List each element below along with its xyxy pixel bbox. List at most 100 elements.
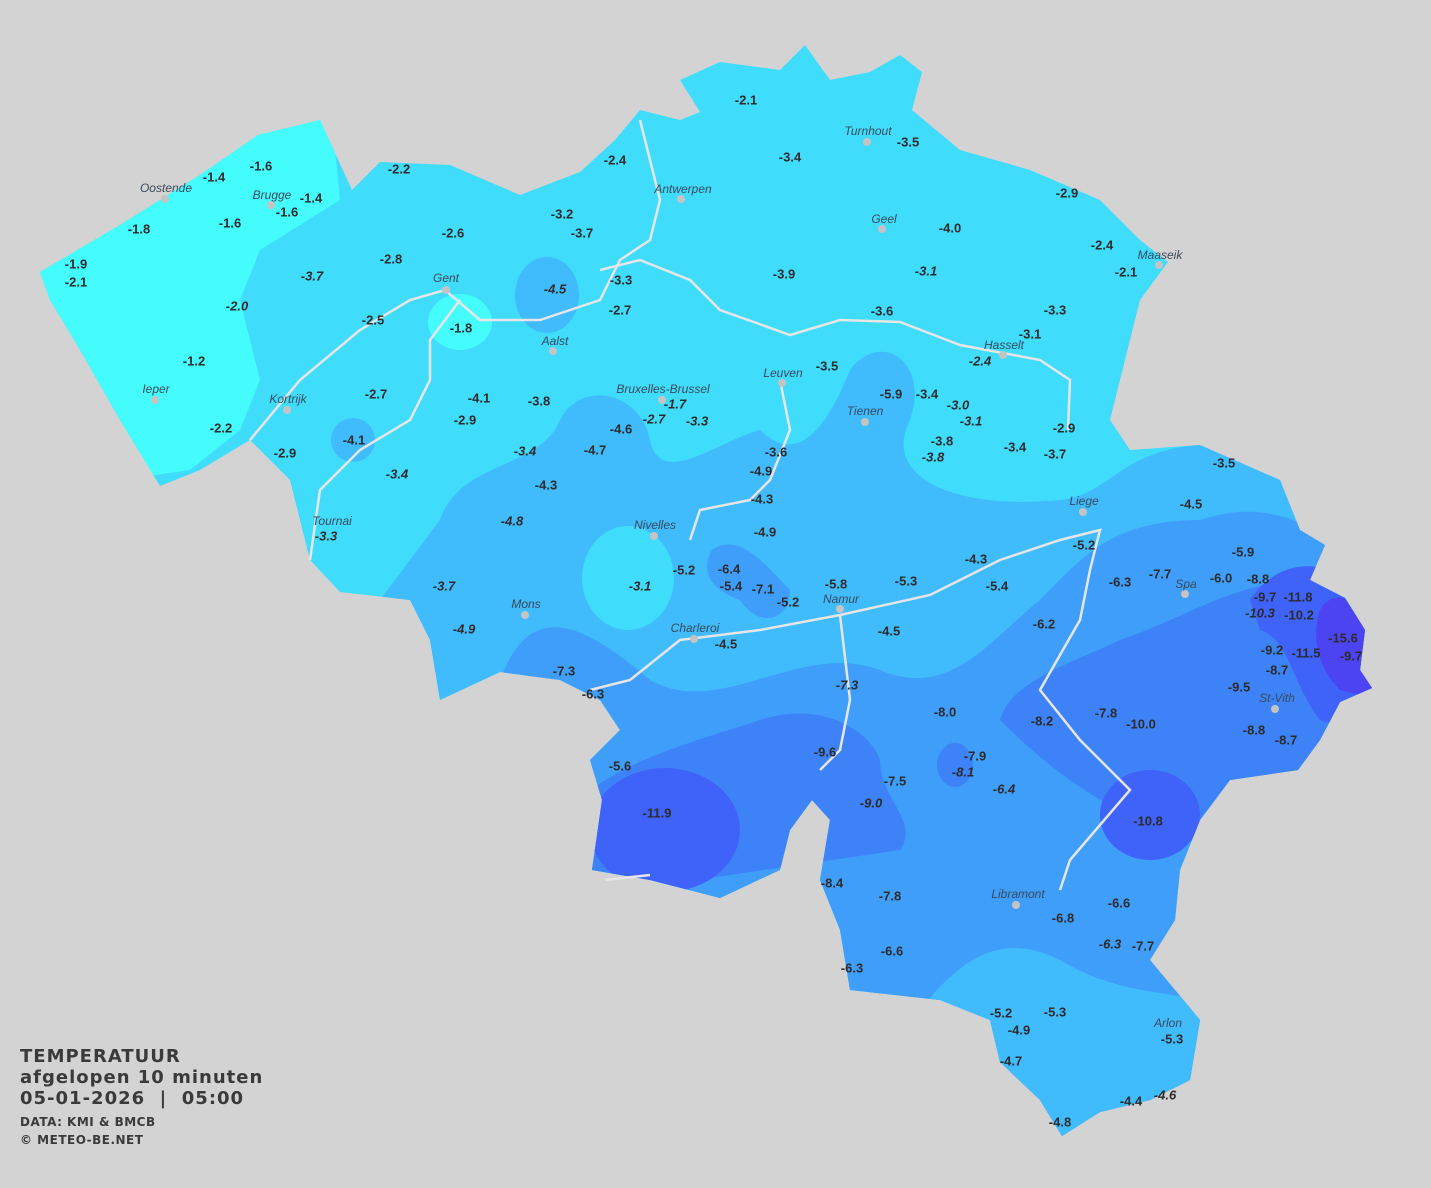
temperature-reading: -5.2 xyxy=(776,594,800,610)
temperature-reading: -2.1 xyxy=(734,92,758,108)
temperature-reading: -4.9 xyxy=(749,463,773,479)
temperature-reading: -9.7 xyxy=(1339,648,1363,664)
temperature-reading: -4.7 xyxy=(583,442,607,458)
temperature-reading: -8.8 xyxy=(1246,571,1270,587)
city-label: Oostende xyxy=(139,181,193,195)
temperature-reading: -9.7 xyxy=(1253,589,1277,605)
city-marker xyxy=(267,201,275,209)
city-marker xyxy=(1271,705,1279,713)
temperature-reading: -5.3 xyxy=(1043,1004,1067,1020)
temperature-reading: -3.1 xyxy=(914,263,938,279)
temperature-reading: -3.7 xyxy=(1043,446,1067,462)
temperature-reading: -5.9 xyxy=(1231,544,1255,560)
temperature-reading: -4.3 xyxy=(534,477,558,493)
temperature-reading: -3.8 xyxy=(921,449,945,465)
temperature-reading: -3.4 xyxy=(915,386,939,402)
temperature-reading: -4.6 xyxy=(1153,1087,1177,1103)
temperature-reading: -6.0 xyxy=(1209,570,1233,586)
band-minus2-cyan-gent xyxy=(428,294,492,350)
temperature-reading: -1.6 xyxy=(218,215,242,231)
temperature-reading: -3.2 xyxy=(550,206,574,222)
temperature-reading: -4.5 xyxy=(714,636,738,652)
temperature-reading: -2.5 xyxy=(361,312,385,328)
temperature-reading: -3.3 xyxy=(1043,302,1067,318)
temperature-reading: -5.4 xyxy=(985,578,1009,594)
temperature-reading: -2.2 xyxy=(387,161,411,177)
rivers xyxy=(249,119,1132,891)
legend-period: afgelopen 10 minuten xyxy=(20,1067,264,1088)
legend-copyright: © METEO-BE.NET xyxy=(20,1133,144,1147)
city-marker xyxy=(521,611,529,619)
temperature-reading: -2.4 xyxy=(603,152,627,168)
temperature-reading: -6.6 xyxy=(1107,895,1131,911)
temperature-reading: -11.8 xyxy=(1283,589,1313,605)
temperature-reading: -2.9 xyxy=(1055,185,1079,201)
temperature-reading: -10.0 xyxy=(1126,716,1156,732)
band-cold-spot-kortrijk xyxy=(331,418,375,462)
city-label: Tournai xyxy=(312,514,352,528)
temperature-reading: -1.6 xyxy=(249,158,273,174)
temperature-reading: -2.4 xyxy=(1090,237,1114,253)
band-minus8-spot xyxy=(937,743,973,787)
temperature-reading: -2.0 xyxy=(225,298,249,314)
temperature-reading: -6.3 xyxy=(581,686,605,702)
temperature-reading: -4.0 xyxy=(938,220,962,236)
temperature-reading: -1.8 xyxy=(449,320,473,336)
city-marker xyxy=(161,195,169,203)
temperature-reading: -4.9 xyxy=(1007,1022,1031,1038)
city-label: St-Vith xyxy=(1259,691,1295,705)
city-marker xyxy=(650,532,658,540)
temperature-reading: -4.5 xyxy=(877,623,901,639)
temperature-reading: -1.6 xyxy=(275,204,299,220)
city-marker xyxy=(1012,901,1020,909)
temperature-reading: -7.1 xyxy=(751,581,775,597)
temperature-reading: -3.3 xyxy=(609,272,633,288)
temperature-reading: -3.5 xyxy=(1212,455,1236,471)
city-marker xyxy=(836,605,844,613)
city-marker xyxy=(151,396,159,404)
temperature-reading: -2.8 xyxy=(379,251,403,267)
temperature-reading: -4.7 xyxy=(999,1053,1023,1069)
legend: TEMPERATUUR afgelopen 10 minuten 05-01-2… xyxy=(20,1046,263,1147)
temperature-reading: -5.4 xyxy=(719,578,743,594)
city-label: Kortrijk xyxy=(269,392,307,406)
temperature-reading: -6.3 xyxy=(1098,936,1122,952)
city-marker xyxy=(690,635,698,643)
temperature-reading: -4.3 xyxy=(750,491,774,507)
city-marker xyxy=(1079,508,1087,516)
band-minus4-gent-east xyxy=(515,257,579,333)
temperature-reading: -10.3 xyxy=(1245,605,1275,621)
city-marker xyxy=(999,351,1007,359)
temperature-reading: -3.4 xyxy=(385,466,409,482)
city-label: Geel xyxy=(871,212,897,226)
temperature-reading: -2.6 xyxy=(441,225,465,241)
band-minus4-arlon xyxy=(900,948,1250,1136)
temperature-reading: -1.4 xyxy=(299,190,323,206)
temperature-reading: -3.7 xyxy=(432,578,456,594)
band-warm-spot-nivelles xyxy=(582,526,674,630)
temperature-reading: -2.7 xyxy=(642,411,666,427)
temperature-reading: -3.0 xyxy=(946,397,970,413)
temperature-reading: -6.4 xyxy=(992,781,1016,797)
city-label: Antwerpen xyxy=(654,182,712,196)
temperature-reading: -3.8 xyxy=(527,393,551,409)
temperature-reading: -5.2 xyxy=(1072,537,1096,553)
temperature-reading: -7.9 xyxy=(963,748,987,764)
city-label: Turnhout xyxy=(844,124,892,138)
temperature-reading: -3.4 xyxy=(1003,439,1027,455)
temperature-reading: -1.9 xyxy=(64,256,88,272)
temperature-reading: -2.1 xyxy=(1114,264,1138,280)
temperature-reading: -11.5 xyxy=(1291,645,1321,661)
city-label: Charleroi xyxy=(670,621,720,635)
city-marker xyxy=(658,396,666,404)
temperature-reading: -3.4 xyxy=(513,443,537,459)
temperature-reading: -2.7 xyxy=(364,386,388,402)
temperature-reading: -9.2 xyxy=(1260,642,1284,658)
temperature-reading: -4.5 xyxy=(543,281,567,297)
temperature-reading: -6.8 xyxy=(1051,910,1075,926)
temperature-reading: -6.3 xyxy=(1108,574,1132,590)
temperature-reading: -3.4 xyxy=(778,149,802,165)
temperature-reading: -2.2 xyxy=(209,420,233,436)
city-marker xyxy=(861,418,869,426)
